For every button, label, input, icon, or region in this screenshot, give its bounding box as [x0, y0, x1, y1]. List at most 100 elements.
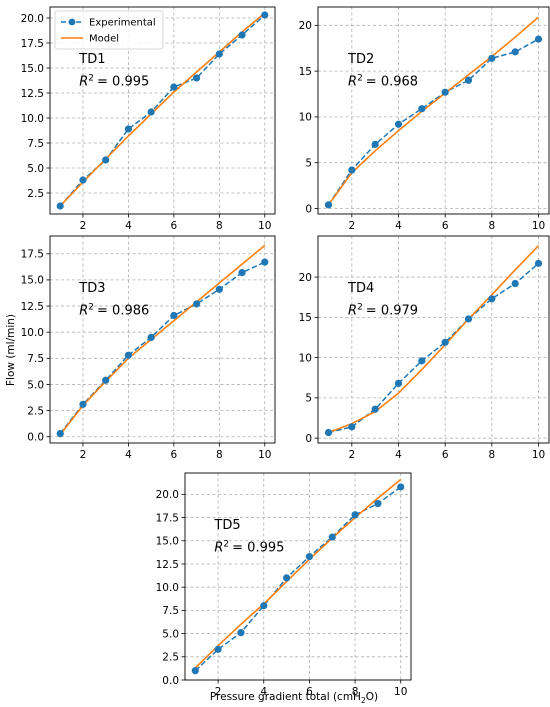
- data-point-experimental: [147, 108, 155, 116]
- data-point-experimental: [511, 279, 519, 288]
- panel-label: TD1: [78, 52, 105, 67]
- y-tick-label: 5.0: [27, 163, 44, 175]
- data-point-experimental: [394, 379, 403, 387]
- data-point-experimental: [238, 268, 246, 277]
- axes-frame: [317, 235, 550, 444]
- x-tick-label: 2: [80, 449, 87, 461]
- series-line-experimental: [328, 262, 539, 434]
- x-tick-label: 4: [395, 220, 402, 232]
- data-point-experimental: [282, 574, 291, 582]
- data-point-experimental: [102, 156, 110, 164]
- y-tick-label: 12.5: [21, 88, 44, 100]
- y-tick-label: 5.0: [27, 379, 44, 391]
- y-tick-label: 17.5: [21, 249, 44, 261]
- x-tick-label: 6: [306, 686, 313, 698]
- data-point-experimental: [147, 333, 155, 342]
- panel-td4: 2 4 6 8 10 0 5 10 15 20 TD4 R2 = 0.979: [299, 235, 550, 461]
- data-point-experimental: [214, 645, 222, 653]
- data-point-experimental: [348, 166, 356, 174]
- data-point-experimental: [441, 88, 449, 96]
- data-point-experimental: [124, 125, 133, 133]
- data-point-experimental: [102, 376, 110, 384]
- data-point-experimental: [464, 315, 473, 323]
- y-tick-label: 20: [299, 272, 312, 284]
- data-point-experimental: [511, 48, 519, 56]
- y-axis-label: Flow (ml/min): [5, 314, 17, 386]
- x-tick-label: 8: [488, 449, 495, 461]
- data-point-experimental: [170, 83, 178, 91]
- data-point-experimental: [215, 50, 223, 58]
- panel-td5: 2 4 6 8 10 0.0 2.5 5.0 7.5 10.0 12.5 15.0 17.5 20.0 TD…: [156, 472, 412, 698]
- data-point-experimental: [237, 629, 245, 637]
- r-squared-label: R2 = 0.995: [214, 540, 284, 556]
- data-point-experimental: [192, 300, 201, 308]
- y-tick-label: 10: [299, 112, 312, 124]
- data-point-experimental: [324, 428, 333, 437]
- x-tick-label: 6: [171, 220, 178, 232]
- y-tick-label: 10: [299, 352, 312, 364]
- data-point-experimental: [238, 31, 246, 39]
- axes-frame: [49, 6, 276, 215]
- x-tick-label: 6: [442, 220, 449, 232]
- data-point-experimental: [371, 140, 379, 148]
- r-squared-label: R2 = 0.995: [79, 74, 149, 90]
- x-tick-label: 10: [532, 220, 545, 232]
- x-tick-label: 8: [216, 220, 223, 232]
- series-line-experimental: [59, 261, 266, 435]
- data-point-experimental: [441, 338, 449, 346]
- x-tick-label: 2: [215, 686, 222, 698]
- data-point-experimental: [374, 500, 382, 508]
- x-tick-label: 2: [348, 220, 355, 232]
- y-tick-label: 2.5: [27, 188, 44, 200]
- data-point-experimental: [371, 405, 379, 413]
- x-tick-label: 2: [348, 449, 355, 461]
- y-tick-label: 10.0: [21, 113, 44, 125]
- series-line-model: [194, 478, 402, 669]
- y-tick-label: 0: [305, 433, 312, 445]
- panel-label: TD4: [347, 281, 374, 296]
- series-line-model: [59, 12, 266, 207]
- y-tick-label: 15: [299, 66, 312, 78]
- data-point-experimental: [170, 311, 178, 320]
- panel-td2: 2 4 6 8 10 0 5 10 15 20 TD2 R2 = 0.968: [299, 6, 550, 232]
- data-point-experimental: [488, 295, 496, 303]
- data-point-experimental: [79, 176, 87, 184]
- panel-label: TD3: [78, 281, 105, 296]
- y-tick-label: 20: [299, 20, 312, 32]
- x-tick-label: 10: [532, 449, 545, 461]
- y-tick-label: 2.5: [162, 652, 179, 664]
- data-point-experimental: [488, 54, 496, 62]
- y-tick-label: 20.0: [156, 489, 179, 501]
- data-point-experimental: [464, 76, 473, 84]
- y-tick-label: 10.0: [21, 327, 44, 339]
- y-tick-label: 12.5: [21, 301, 44, 313]
- data-point-experimental: [397, 483, 405, 491]
- data-point-experimental: [124, 351, 133, 359]
- y-tick-label: 7.5: [162, 605, 179, 617]
- x-tick-label: 4: [260, 686, 267, 698]
- series-line-model: [59, 244, 266, 436]
- data-point-experimental: [56, 429, 64, 438]
- data-point-experimental: [191, 667, 199, 675]
- legend-label-model: Model: [89, 34, 119, 45]
- y-tick-label: 5.0: [162, 628, 179, 640]
- data-point-experimental: [305, 552, 314, 561]
- data-point-experimental: [351, 511, 359, 519]
- x-tick-label: 2: [80, 220, 87, 232]
- y-tick-label: 0: [305, 203, 312, 215]
- r-squared-label: R2 = 0.986: [79, 303, 149, 319]
- data-point-experimental: [534, 259, 543, 267]
- series-line-experimental: [194, 486, 402, 672]
- axes-frame: [184, 472, 412, 681]
- legend-box: [54, 10, 164, 50]
- x-tick-label: 8: [352, 686, 359, 698]
- data-point-experimental: [215, 285, 223, 293]
- r-squared-label: R2 = 0.979: [348, 303, 418, 319]
- legend-label-experimental: Experimental: [89, 18, 156, 29]
- legend: Experimental Model: [54, 10, 164, 50]
- y-tick-label: 15.0: [21, 275, 44, 287]
- y-tick-label: 17.5: [21, 38, 44, 50]
- r-squared-label: R2 = 0.968: [348, 74, 418, 90]
- x-tick-label: 10: [258, 449, 271, 461]
